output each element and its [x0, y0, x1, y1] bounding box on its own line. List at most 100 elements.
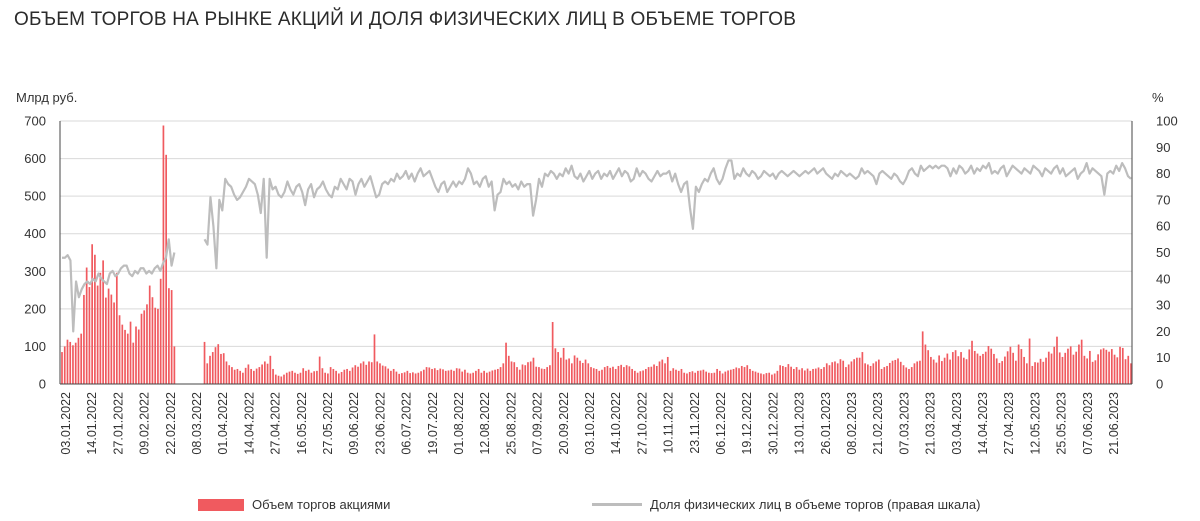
volume-bar: [1094, 360, 1097, 384]
volume-bar: [157, 308, 159, 384]
volume-bar: [1110, 349, 1113, 384]
volume-bar: [1042, 361, 1045, 384]
volume-bar: [294, 372, 296, 384]
volume-bar: [601, 369, 603, 384]
volume-bar: [913, 363, 916, 384]
volume-bar: [584, 359, 587, 384]
volume-bar: [222, 353, 225, 384]
volume-bar: [562, 347, 565, 384]
volume-bar: [1006, 351, 1009, 384]
volume-bar: [518, 369, 521, 384]
volume-bar: [373, 334, 376, 384]
volume-bar: [313, 371, 316, 384]
volume-bar: [762, 374, 765, 384]
volume-bar: [850, 361, 853, 384]
volume-bar: [743, 367, 746, 384]
volume-bar: [853, 359, 856, 384]
volume-bar: [1064, 352, 1067, 384]
volume-bar: [1017, 344, 1020, 384]
volume-bar: [968, 349, 971, 384]
x-tick-label: 10.11.2022: [662, 392, 676, 454]
volume-bar: [672, 368, 675, 384]
volume-bar: [365, 364, 368, 384]
volume-bar: [951, 352, 954, 384]
volume-bar: [137, 329, 140, 384]
volume-bar: [335, 370, 337, 384]
y-right-tick-label: 60: [1156, 219, 1170, 234]
volume-bar: [921, 331, 924, 384]
volume-bar: [960, 352, 962, 384]
y-right-tick-label: 90: [1156, 140, 1170, 155]
x-tick-label: 09.06.2022: [347, 392, 361, 455]
x-tick-label: 19.12.2022: [740, 392, 754, 455]
volume-bar: [1067, 348, 1069, 384]
volume-bar: [1020, 349, 1023, 384]
volume-bar: [845, 367, 847, 384]
volume-bar: [897, 358, 899, 384]
volume-bar: [642, 370, 644, 384]
x-tick-label: 26.01.2023: [819, 392, 833, 455]
volume-bar: [910, 367, 913, 384]
x-tick-label: 13.01.2023: [793, 392, 807, 455]
volume-bar: [392, 368, 395, 384]
y-left-tick-label: 700: [24, 114, 46, 129]
volume-bar: [557, 352, 559, 384]
volume-bar: [387, 368, 390, 384]
volume-bar: [376, 361, 379, 384]
volume-bar: [1089, 350, 1091, 384]
volume-bar: [233, 369, 236, 384]
volume-bar: [318, 356, 321, 384]
volume-bar: [976, 353, 979, 384]
x-tick-label: 14.10.2022: [609, 392, 623, 455]
legend-label-bars: Объем торгов акциями: [252, 497, 391, 512]
volume-bar: [790, 366, 792, 384]
volume-bar: [836, 363, 839, 384]
volume-bar: [496, 368, 499, 384]
volume-bar: [817, 367, 820, 384]
volume-bar: [1105, 349, 1108, 384]
volume-bar: [560, 357, 562, 384]
volume-bar: [442, 369, 444, 384]
volume-bar: [1058, 352, 1061, 384]
volume-bar: [979, 355, 982, 384]
volume-bar: [1097, 354, 1099, 384]
volume-bar: [288, 371, 291, 384]
volume-bar: [612, 366, 614, 384]
x-tick-label: 23.11.2022: [688, 392, 702, 454]
volume-bar: [749, 368, 751, 384]
volume-bar: [565, 359, 568, 384]
volume-bar: [644, 368, 647, 384]
volume-bar: [595, 368, 598, 384]
volume-bar: [694, 372, 697, 384]
volume-bar: [1086, 358, 1088, 384]
volume-bar: [1012, 352, 1014, 384]
x-tick-label: 27.10.2022: [635, 392, 649, 455]
volume-bar: [521, 364, 524, 384]
volume-bar: [307, 369, 310, 384]
volume-bar: [453, 370, 455, 384]
volume-bar: [664, 363, 666, 384]
x-tick-label: 23.06.2022: [373, 392, 387, 455]
volume-bar: [538, 367, 540, 384]
volume-bar: [343, 369, 346, 384]
volume-bar: [203, 341, 206, 384]
volume-bar: [598, 370, 601, 384]
volume-bar: [919, 360, 921, 384]
volume-bar: [135, 326, 137, 384]
x-tick-label: 14.04.2023: [976, 392, 990, 455]
volume-bar: [165, 154, 168, 384]
x-tick-label: 14.04.2022: [242, 392, 256, 455]
volume-bar: [1102, 348, 1105, 384]
left-axis-unit: Млрд руб.: [16, 90, 78, 105]
volume-bar: [362, 361, 365, 384]
volume-bar: [738, 368, 740, 384]
x-tick-label: 08.02.2023: [845, 392, 859, 455]
x-tick-label: 16.05.2022: [295, 392, 309, 455]
y-left-tick-label: 100: [24, 339, 46, 354]
x-tick-label: 07.03.2023: [897, 392, 911, 455]
volume-bar: [902, 365, 905, 384]
y-right-tick-label: 10: [1156, 350, 1170, 365]
volume-bar: [488, 371, 491, 384]
volume-bar: [708, 372, 710, 384]
volume-bar: [954, 350, 957, 384]
